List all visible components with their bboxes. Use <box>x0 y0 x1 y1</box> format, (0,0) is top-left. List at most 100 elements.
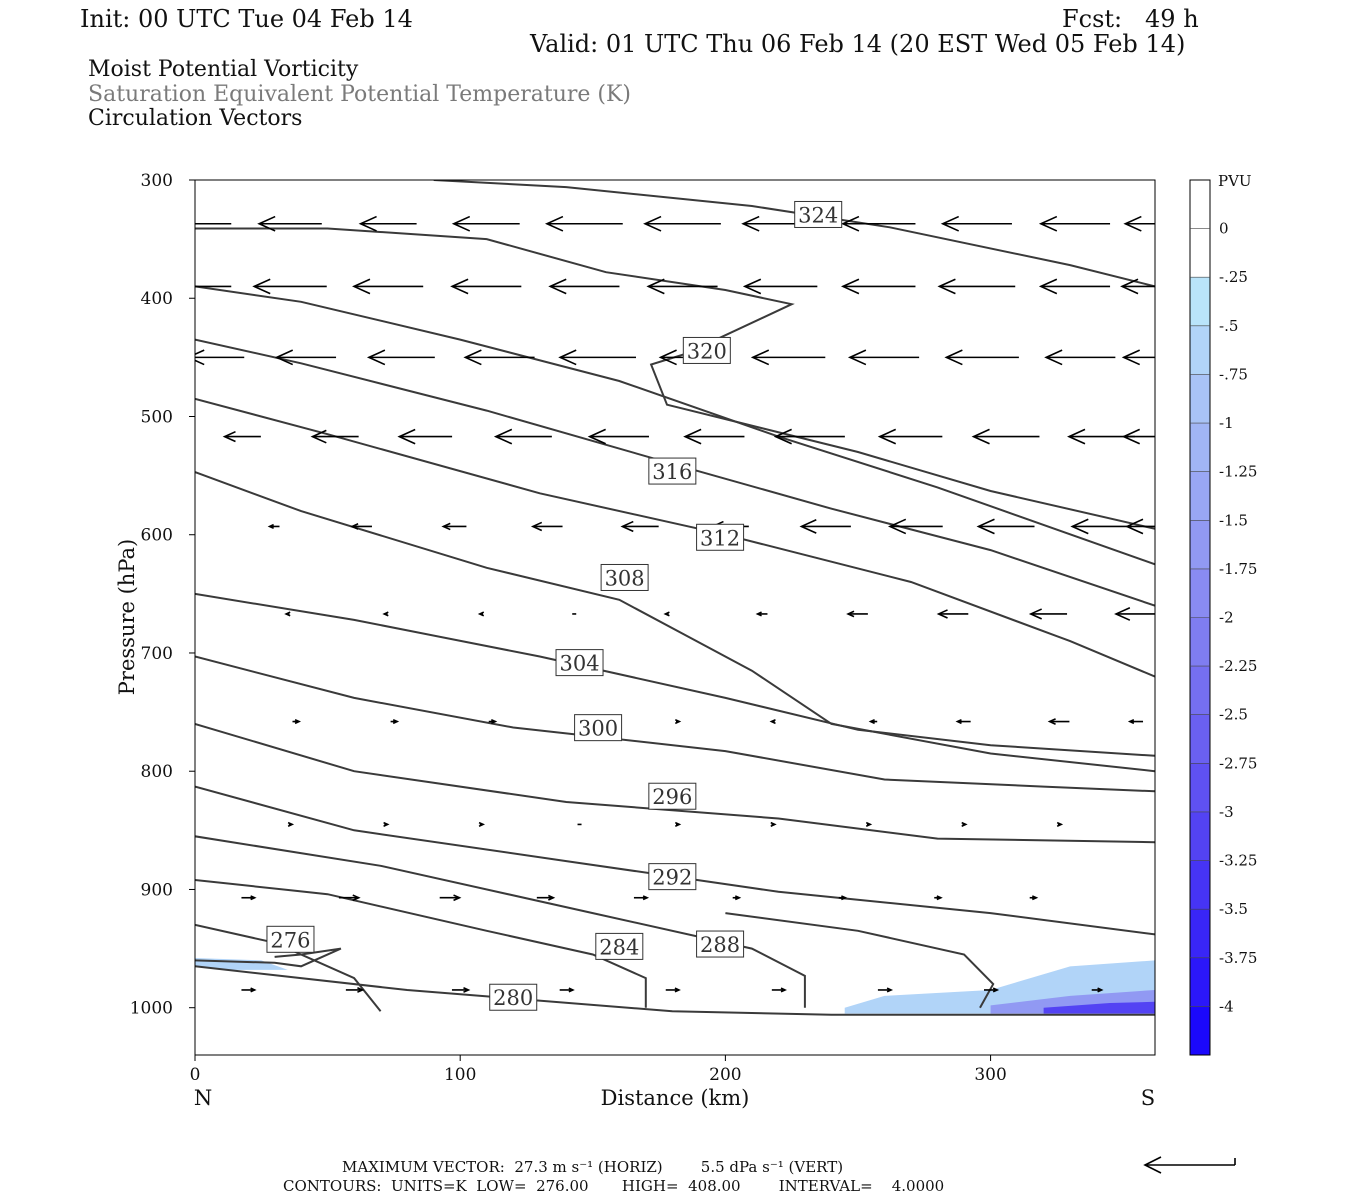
colorbar-label: -3.5 <box>1219 900 1248 918</box>
vector-arrow-head <box>357 987 365 993</box>
colorbar-swatch <box>1190 811 1210 861</box>
vector-arrow-head <box>1038 278 1058 295</box>
reference-vector <box>1143 1156 1236 1174</box>
contour-label-box <box>682 336 731 364</box>
north-label: N <box>194 1086 212 1110</box>
contour-label-box <box>595 932 644 960</box>
colorbar-swatch <box>1190 325 1210 375</box>
contour-line <box>195 655 1155 793</box>
south-label: S <box>1141 1086 1155 1110</box>
vector-arrow-head <box>159 217 175 231</box>
vector-arrow-head <box>250 987 257 993</box>
colorbar-swatch <box>1190 180 1210 229</box>
x-tick-label: 0 <box>190 1065 201 1085</box>
vector-arrow-head <box>799 519 817 534</box>
contour-line <box>195 471 1155 773</box>
circulation-vectors <box>159 215 1155 993</box>
vector-arrow-head <box>1127 719 1135 725</box>
colorbar-label: 0 <box>1219 220 1229 238</box>
vector-arrow-head <box>773 428 792 445</box>
colorbar-swatch <box>1190 860 1210 910</box>
vector-arrow-head <box>587 428 606 445</box>
colorbar-swatch <box>1190 909 1210 958</box>
contour-label-box <box>648 863 697 891</box>
vector-arrow-head <box>1028 608 1042 620</box>
vector-arrow-head <box>868 719 875 725</box>
colorbar-swatch <box>1190 763 1210 812</box>
contour-label-box <box>696 930 745 958</box>
vector-arrow-head <box>769 719 776 725</box>
vector-arrow-head <box>548 894 556 901</box>
vector-arrow-head <box>658 349 677 366</box>
colorbar-label: -1.5 <box>1219 511 1248 529</box>
y-tick-label: 400 <box>141 289 173 309</box>
vector-arrow-head <box>663 611 670 617</box>
colorbar-label: -2.75 <box>1219 754 1257 772</box>
vector-arrow-head <box>1097 987 1104 993</box>
contour-label-box <box>648 457 697 485</box>
vector-arrow-head <box>397 428 416 445</box>
colorbar-swatch <box>1190 568 1210 618</box>
colorbar-label: -.5 <box>1219 317 1238 335</box>
vector-arrow-head <box>1121 428 1141 445</box>
contour-line <box>195 879 647 1008</box>
vector-arrow-head <box>352 894 361 902</box>
reference-vector-head <box>1143 1156 1162 1174</box>
contour-label: 280 <box>493 986 533 1010</box>
colorbar-label: -.75 <box>1219 365 1248 383</box>
contour-label: 296 <box>652 785 692 809</box>
x-tick-label: 100 <box>444 1065 476 1085</box>
vector-arrow-head <box>195 349 205 366</box>
vector-arrow-head <box>544 215 564 232</box>
vector-arrow-head <box>274 349 294 366</box>
contour-line <box>195 722 1155 844</box>
colorbar-swatch <box>1190 228 1210 278</box>
y-tick-label: 500 <box>141 407 173 427</box>
vector-arrow-head <box>530 521 543 532</box>
vector-arrow-head <box>287 821 295 827</box>
vector-arrow-head <box>940 215 960 232</box>
field-title-mpv: Moist Potential Vorticity <box>88 57 359 82</box>
contour-label-box <box>794 200 843 228</box>
pvu-colorbar: 0 -.25 -.5 -.75 -1 -1.25 -1.5 -1.75 -2 -2.25 -2.5 -… <box>1189 179 1257 1056</box>
contour-line <box>433 180 1155 288</box>
colorbar-label: -2 <box>1219 609 1234 627</box>
y-tick-label: 700 <box>141 644 173 664</box>
vector-arrow-head <box>1047 718 1056 725</box>
vector-arrow-head <box>478 821 486 827</box>
mpv-shade-area <box>1043 1001 1155 1014</box>
contour-label-box <box>574 714 623 742</box>
vector-arrow-head <box>770 821 777 827</box>
vector-arrow-head <box>886 987 894 993</box>
contour-label-box <box>696 523 745 551</box>
vector-arrow-head <box>646 278 665 295</box>
contour-line <box>195 965 1155 1016</box>
contour-line <box>195 285 1155 566</box>
y-tick-label: 800 <box>141 762 173 782</box>
vector-arrow-head <box>294 719 302 725</box>
colorbar-swatch <box>1190 471 1210 521</box>
contour-label: 300 <box>578 717 618 741</box>
vector-arrow-head <box>1121 349 1141 366</box>
vector-arrow-head <box>888 518 907 535</box>
vector-arrow-head <box>1125 518 1144 535</box>
y-tick-label: 300 <box>141 171 173 191</box>
valid-time: Valid: 01 UTC Thu 06 Feb 14 (20 EST Wed … <box>530 30 1186 58</box>
vector-arrow-head <box>936 609 948 619</box>
vector-arrow-head <box>620 520 634 533</box>
vector-arrow-head <box>961 821 968 827</box>
vector-arrow-head <box>643 215 662 232</box>
colorbar-swatch <box>1190 617 1210 667</box>
vector-arrow-head <box>382 611 389 617</box>
contour-line <box>195 835 806 1008</box>
contour-label-box <box>555 649 604 677</box>
vector-arrow-head <box>284 611 291 617</box>
colorbar-swatch <box>1190 957 1210 1007</box>
vector-arrow-head <box>250 895 257 901</box>
vector-arrow-head <box>750 349 770 366</box>
contour-label-box <box>648 782 697 810</box>
max-vector-info: MAXIMUM VECTOR: 27.3 m s⁻¹ (HORIZ) 5.5 d… <box>342 1158 844 1176</box>
vector-arrow-head <box>490 719 498 725</box>
vector-arrow-head <box>992 987 1000 993</box>
